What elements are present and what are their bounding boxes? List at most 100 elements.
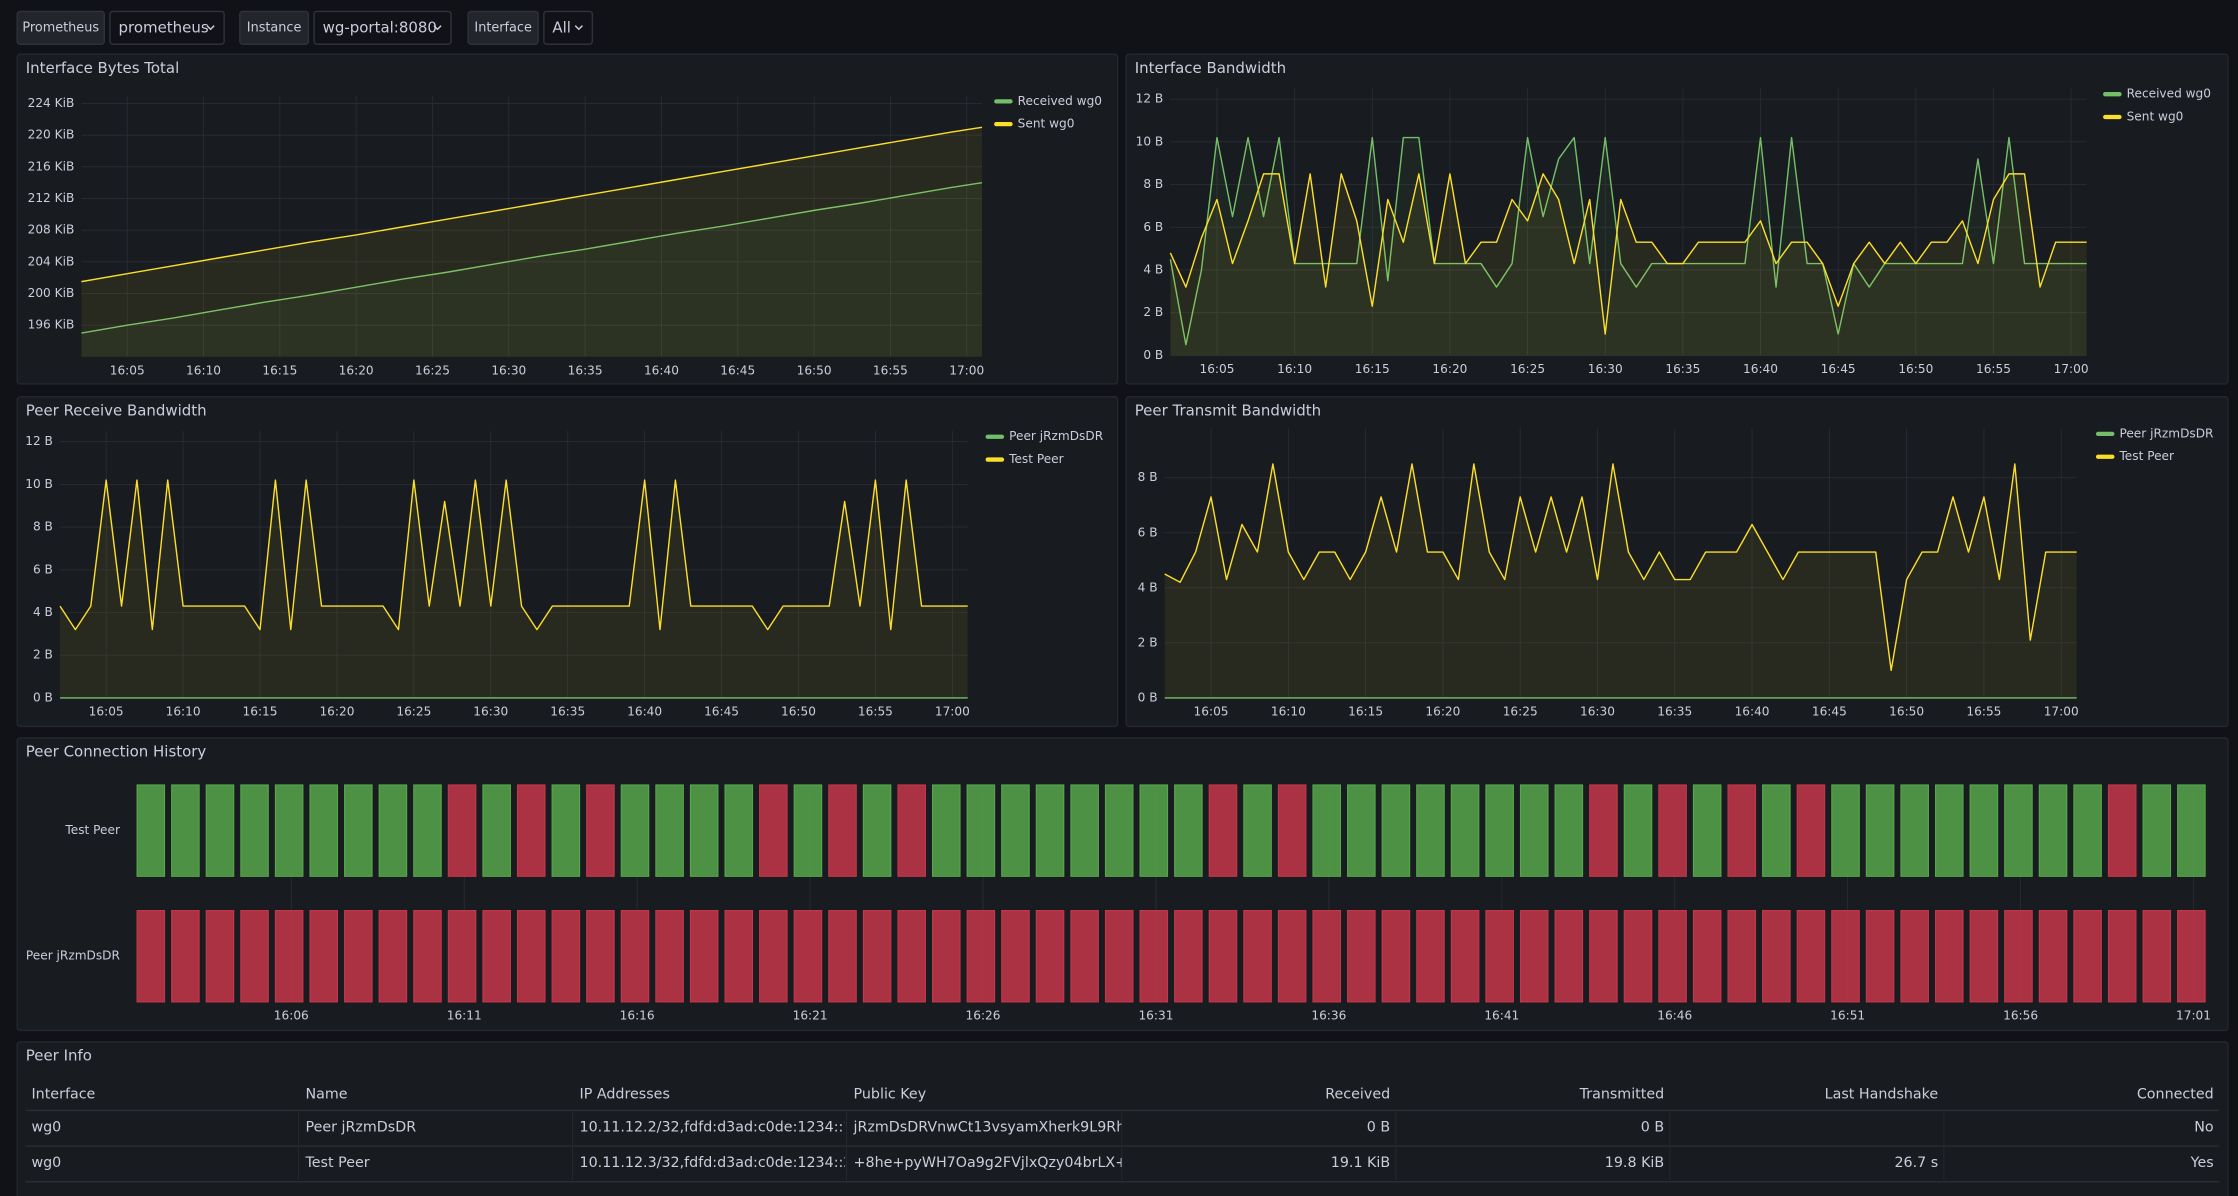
table-cell: 10.11.12.3/32,fdfd:d3ad:c0de:1234::2/128: [580, 1155, 885, 1171]
x-tick-label: 16:10: [1277, 362, 1312, 376]
x-tick-label: 16:11: [447, 1009, 482, 1023]
state-box: [2178, 785, 2205, 876]
state-box: [1486, 911, 1513, 1002]
table-cell: Yes: [2190, 1155, 2214, 1171]
state-box: [1693, 911, 1720, 1002]
legend-label: Sent wg0: [2127, 110, 2184, 124]
x-tick-label: 16:05: [1194, 705, 1229, 719]
y-tick-label: 4 B: [1138, 580, 1158, 594]
state-box: [1278, 785, 1305, 876]
x-tick-label: 16:20: [1432, 362, 1467, 376]
x-tick-label: 17:00: [935, 705, 970, 719]
state-box: [172, 911, 199, 1002]
state-box: [1382, 911, 1409, 1002]
state-box: [345, 911, 372, 1002]
state-box: [1797, 911, 1824, 1002]
x-tick-label: 16:30: [1580, 705, 1615, 719]
state-box: [1936, 785, 1963, 876]
x-tick-label: 16:55: [858, 705, 893, 719]
state-box: [1590, 785, 1617, 876]
state-box: [275, 785, 302, 876]
state-box: [172, 785, 199, 876]
panel-title: Peer Transmit Bandwidth: [1135, 402, 1321, 420]
variable-label: Instance: [247, 20, 302, 35]
x-tick-label: 16:25: [1510, 362, 1545, 376]
x-tick-label: 16:35: [568, 364, 603, 378]
y-tick-label: 224 KiB: [28, 96, 75, 110]
state-box: [1763, 785, 1790, 876]
state-box: [1624, 785, 1651, 876]
state-box: [1071, 911, 1098, 1002]
state-box: [310, 911, 337, 1002]
column-header: IP Addresses: [580, 1087, 670, 1103]
column-header: Connected: [2137, 1087, 2214, 1103]
column-header: Name: [305, 1087, 347, 1103]
y-tick-label: 8 B: [33, 520, 53, 534]
table-cell: 0 B: [1641, 1119, 1664, 1135]
x-tick-label: 16:45: [1821, 362, 1856, 376]
x-tick-label: 16:50: [1898, 362, 1933, 376]
x-tick-label: 16:40: [1735, 705, 1770, 719]
variable-label: Interface: [474, 20, 532, 35]
state-box: [2108, 785, 2135, 876]
state-box: [483, 911, 510, 1002]
x-tick-label: 16:56: [2003, 1009, 2038, 1023]
y-tick-label: 12 B: [25, 434, 53, 448]
state-box: [1901, 911, 1928, 1002]
state-box: [898, 785, 925, 876]
variable-value[interactable]: All: [552, 18, 571, 36]
column-header: Interface: [31, 1087, 95, 1103]
state-box: [1486, 785, 1513, 876]
x-tick-label: 16:06: [274, 1009, 309, 1023]
x-tick-label: 16:30: [491, 364, 526, 378]
state-box: [1901, 785, 1928, 876]
legend-label: Received wg0: [1018, 94, 1102, 108]
state-box: [241, 785, 268, 876]
state-box: [552, 785, 579, 876]
y-tick-label: 10 B: [25, 477, 53, 491]
state-box: [414, 911, 441, 1002]
x-tick-label: 17:00: [949, 364, 984, 378]
y-tick-label: 12 B: [1136, 92, 1164, 106]
state-box: [1797, 785, 1824, 876]
x-tick-label: 16:15: [262, 364, 297, 378]
table-cell: jRzmDsDRVnwCt13vsyamXherk9L9RhR: [853, 1119, 1136, 1135]
x-tick-label: 16:10: [1271, 705, 1306, 719]
state-box: [967, 785, 994, 876]
state-box: [725, 911, 752, 1002]
state-box: [345, 785, 372, 876]
x-tick-label: 16:16: [620, 1009, 655, 1023]
y-tick-label: 2 B: [1138, 635, 1158, 649]
state-box: [1763, 911, 1790, 1002]
state-box: [621, 911, 648, 1002]
x-tick-label: 16:41: [1484, 1009, 1519, 1023]
x-tick-label: 16:20: [319, 705, 354, 719]
x-tick-label: 16:30: [1588, 362, 1623, 376]
legend-label: Test Peer: [1008, 452, 1064, 466]
state-box: [310, 785, 337, 876]
state-box: [2039, 911, 2066, 1002]
x-tick-label: 16:35: [1657, 705, 1692, 719]
x-tick-label: 16:15: [243, 705, 278, 719]
y-tick-label: 212 KiB: [28, 191, 75, 205]
panel-title: Interface Bandwidth: [1135, 59, 1286, 77]
y-tick-label: 8 B: [1143, 177, 1163, 191]
state-box: [379, 785, 406, 876]
state-box: [1590, 911, 1617, 1002]
x-tick-label: 16:05: [89, 705, 124, 719]
state-box: [863, 785, 890, 876]
state-box: [2074, 785, 2101, 876]
x-tick-label: 16:45: [720, 364, 755, 378]
state-box: [1624, 911, 1651, 1002]
variable-value[interactable]: wg-portal:8080: [323, 18, 437, 36]
y-tick-label: 4 B: [1143, 262, 1163, 276]
panel-title: Interface Bytes Total: [26, 59, 180, 77]
x-tick-label: 16:25: [415, 364, 450, 378]
state-box: [2143, 785, 2170, 876]
y-tick-label: 220 KiB: [28, 128, 75, 142]
variable-value[interactable]: prometheus: [119, 18, 209, 36]
state-box: [794, 785, 821, 876]
column-header: Transmitted: [1579, 1087, 1665, 1103]
